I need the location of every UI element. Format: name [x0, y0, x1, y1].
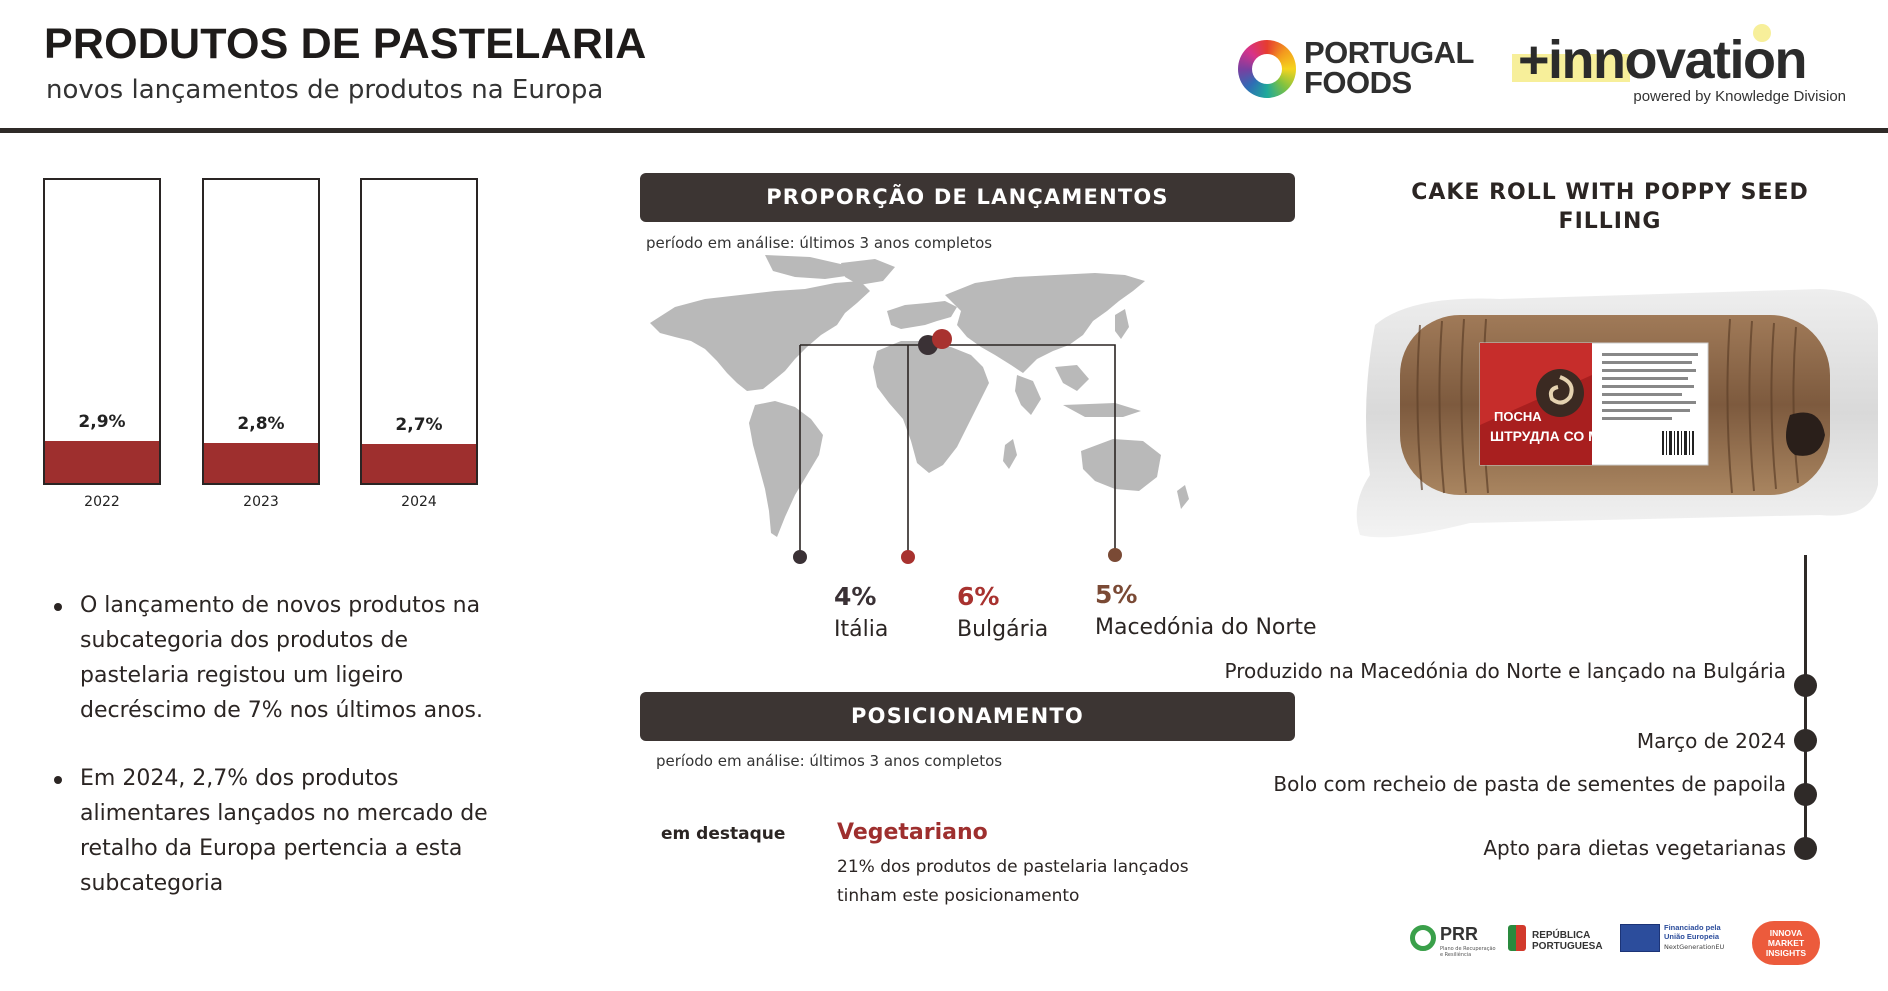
eu-funding-logo: Financiado pela União Europeia NextGener… [1620, 920, 1730, 970]
bar-2022: 2,9% [43, 178, 161, 485]
product-fact-origin: Produzido na Macedónia do Norte e lançad… [1224, 659, 1786, 683]
bar-value-label: 2,8% [237, 414, 285, 434]
positioning-period: período em análise: últimos 3 anos compl… [656, 752, 1003, 770]
marker-italia [793, 550, 807, 564]
bar-2023: 2,8% [202, 178, 320, 485]
country-macedonia-pct: 5% [1095, 580, 1138, 609]
portugal-flag-icon [1508, 925, 1526, 951]
barcode [1662, 431, 1694, 455]
bar-fill [45, 441, 159, 483]
prr-circle-icon [1410, 925, 1436, 951]
country-macedonia-name: Macedónia do Norte [1095, 615, 1317, 640]
bar-year-label: 2022 [84, 494, 120, 510]
launches-period: período em análise: últimos 3 anos compl… [646, 234, 993, 252]
country-bulgaria-pct: 6% [957, 582, 1000, 611]
bullet-item: Em 2024, 2,7% dos produtos alimentares l… [52, 761, 492, 901]
timeline-dot [1794, 729, 1817, 752]
summary-bullets: O lançamento de novos produtos na subcat… [52, 588, 492, 934]
timeline-dot [1794, 674, 1817, 697]
highlight-label: em destaque [661, 824, 786, 844]
page-title: PRODUTOS DE PASTELARIA [44, 20, 647, 68]
highlight-description: 21% dos produtos de pastelaria lançados … [837, 857, 1189, 906]
world-map-landmasses [650, 255, 1189, 537]
svg-text:ПОСНА: ПОСНА [1494, 409, 1542, 424]
country-italia-name: Itália [834, 617, 889, 642]
product-timeline [1804, 555, 1807, 851]
bar-year-label: 2023 [243, 494, 279, 510]
portugal-foods-logo: PORTUGAL FOODS [1238, 37, 1483, 100]
map-connectors [799, 344, 1116, 555]
marker-macedonia [1108, 548, 1122, 562]
bar-value-label: 2,7% [395, 415, 443, 435]
bar-fill [362, 444, 476, 483]
timeline-dot [1794, 783, 1817, 806]
marker-bulgaria [901, 550, 915, 564]
page-subtitle: novos lançamentos de produtos na Europa [46, 75, 604, 105]
bullet-item: O lançamento de novos produtos na subcat… [52, 588, 492, 728]
bar-year-label: 2024 [401, 494, 437, 510]
innova-market-insights-logo: INNOVA MARKET INSIGHTS [1752, 921, 1820, 965]
innovation-logo: +innovation powered by Knowledge Divisio… [1510, 24, 1850, 113]
bar-2024: 2,7% [360, 178, 478, 485]
bar-fill [204, 443, 318, 483]
timeline-dot [1794, 837, 1817, 860]
prr-logo: PRR Plano de Recuperação e Resiliência [1410, 920, 1496, 970]
connector-macedonia [928, 344, 1116, 553]
package-roll-illustration [1536, 369, 1584, 417]
portugal-foods-ring-icon [1238, 40, 1296, 98]
product-fact-diet: Apto para dietas vegetarianas [1483, 836, 1786, 860]
product-image: ПОСНА ШТРУДЛА СО МАК [1356, 289, 1878, 538]
marker-bulgaria-origin [932, 329, 952, 349]
republica-portuguesa-logo: REPÚBLICA PORTUGUESA [1508, 920, 1618, 970]
launches-section-banner: PROPORÇÃO DE LANÇAMENTOS [640, 173, 1295, 222]
product-fact-date: Março de 2024 [1636, 729, 1786, 753]
country-italia-pct: 4% [834, 582, 877, 611]
svg-text:ШТРУДЛА СО МАК: ШТРУДЛА СО МАК [1490, 428, 1619, 444]
product-fact-description: Bolo com recheio de pasta de sementes de… [1273, 772, 1786, 796]
eu-flag-icon [1620, 924, 1660, 952]
positioning-section-banner: POSICIONAMENTO [640, 692, 1295, 741]
header-divider [0, 128, 1888, 133]
innovation-logo-subtitle: powered by Knowledge Division [1633, 88, 1846, 105]
country-bulgaria-name: Bulgária [957, 617, 1049, 642]
highlight-title: Vegetariano [837, 820, 988, 845]
product-title: CAKE ROLL WITH POPPY SEED FILLING [1411, 180, 1809, 234]
bar-value-label: 2,9% [78, 412, 126, 432]
world-map [650, 255, 1189, 564]
